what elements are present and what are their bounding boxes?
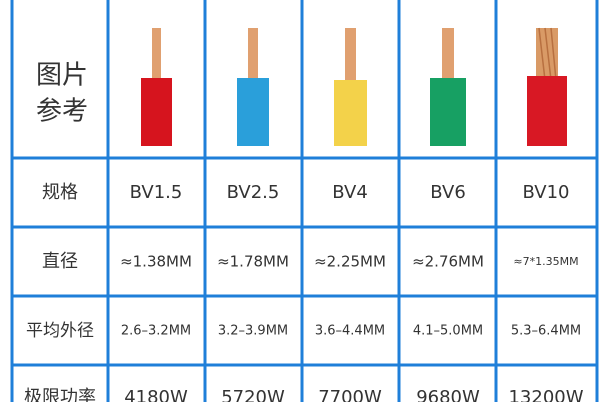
wire-images: [141, 27, 567, 146]
cell-text: 5720W: [221, 387, 285, 402]
cell-text: BV10: [522, 182, 569, 203]
wire: [430, 28, 466, 146]
cell-text: ≈1.78MM: [217, 253, 289, 271]
cell-text: BV4: [332, 182, 368, 203]
cell-text: 7700W: [318, 387, 382, 402]
cell-text: 2.6–3.2MM: [121, 324, 191, 339]
wire: [527, 27, 567, 146]
cell-text: BV2.5: [227, 182, 280, 203]
image-label: 图片: [36, 61, 88, 91]
table-grid: [10, 0, 599, 402]
row-header: 平均外径: [26, 321, 94, 341]
wire: [237, 28, 269, 146]
row-header: 规格: [42, 182, 78, 203]
cell-text: ≈2.76MM: [412, 253, 484, 271]
cell-text: 5.3–6.4MM: [511, 324, 581, 339]
cell-text: ≈7*1.35MM: [513, 255, 578, 268]
image-label: 参考: [36, 97, 88, 127]
cell-text: 4.1–5.0MM: [413, 324, 483, 339]
cell-text: 3.6–4.4MM: [315, 324, 385, 339]
cell-text: 3.2–3.9MM: [218, 324, 288, 339]
wire: [141, 28, 172, 146]
cell-text: 9680W: [416, 387, 480, 402]
cell-text: BV1.5: [130, 182, 183, 203]
cell-text: 13200W: [508, 387, 583, 402]
wire: [334, 28, 367, 146]
row-header: 极限功率: [24, 387, 96, 402]
cell-text: 4180W: [124, 387, 188, 402]
cell-text: BV6: [430, 182, 466, 203]
cell-text: ≈2.25MM: [314, 253, 386, 271]
cell-text: ≈1.38MM: [120, 253, 192, 271]
table-rows: 规格 BV1.5 BV2.5 BV4 BV6 BV10 直径 ≈1.38MM ≈1.78MM ≈2…: [24, 182, 584, 402]
row-header: 直径: [42, 251, 78, 272]
